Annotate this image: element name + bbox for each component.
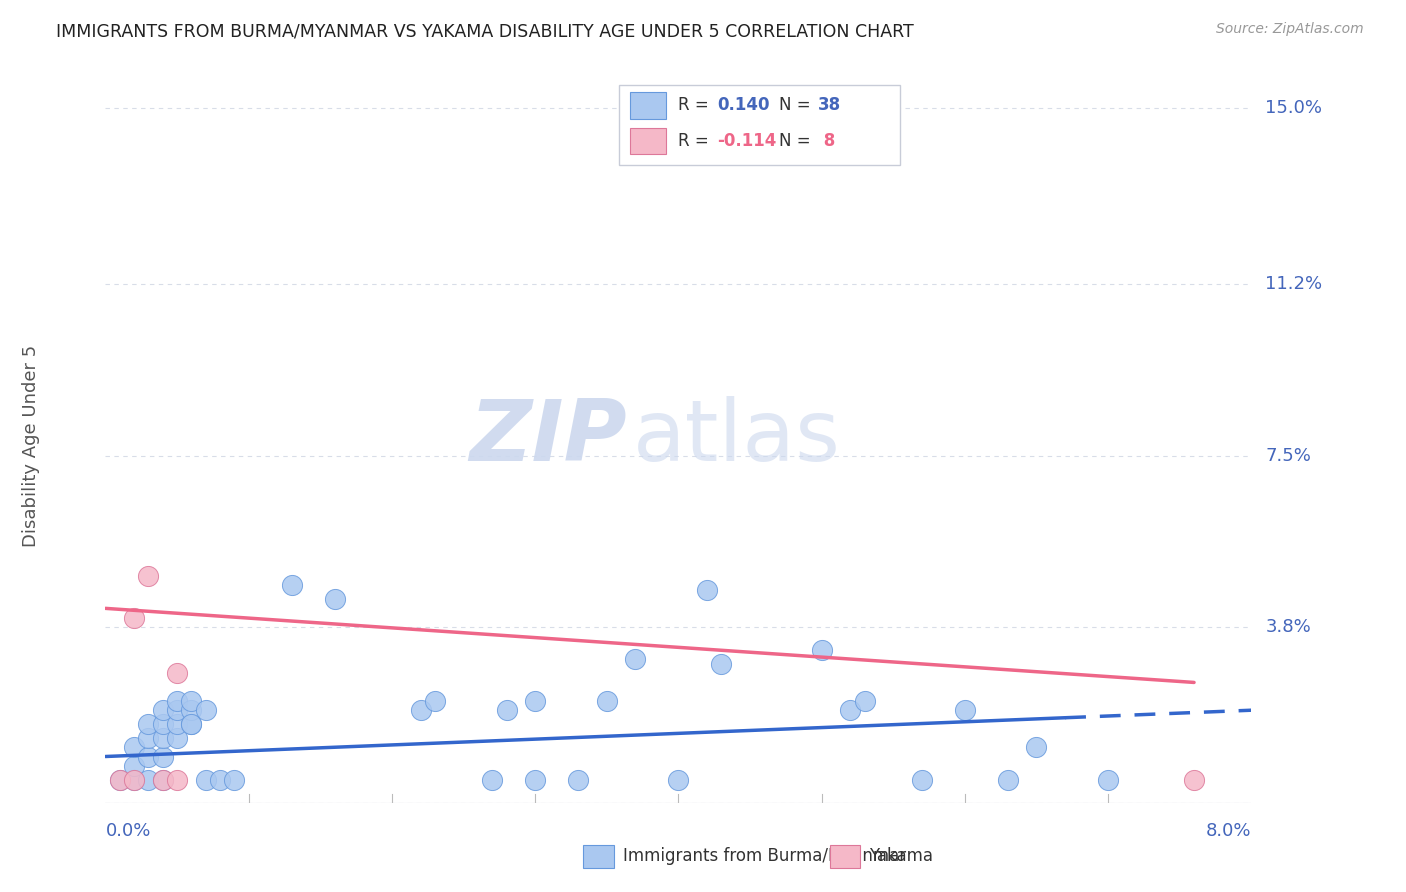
Point xyxy=(138,772,160,787)
Point xyxy=(624,652,647,666)
Point xyxy=(152,772,174,787)
Point xyxy=(409,703,432,717)
Point xyxy=(710,657,733,671)
Point xyxy=(138,569,160,583)
Text: 15.0%: 15.0% xyxy=(1265,99,1323,118)
Point xyxy=(152,749,174,764)
Point xyxy=(122,758,145,772)
Point xyxy=(138,749,160,764)
Text: 0.140: 0.140 xyxy=(717,96,769,114)
Point xyxy=(280,578,302,592)
Point xyxy=(953,703,976,717)
Point xyxy=(666,772,689,787)
Point xyxy=(166,717,188,731)
Point xyxy=(152,772,174,787)
Point xyxy=(839,703,862,717)
Text: R =: R = xyxy=(678,132,714,150)
Text: N =: N = xyxy=(779,132,815,150)
Point xyxy=(997,772,1019,787)
Point xyxy=(122,740,145,755)
Text: -0.114: -0.114 xyxy=(717,132,776,150)
Point xyxy=(122,772,145,787)
Point xyxy=(122,610,145,624)
Point xyxy=(524,694,547,708)
Text: 7.5%: 7.5% xyxy=(1265,447,1312,465)
Text: IMMIGRANTS FROM BURMA/MYANMAR VS YAKAMA DISABILITY AGE UNDER 5 CORRELATION CHART: IMMIGRANTS FROM BURMA/MYANMAR VS YAKAMA … xyxy=(56,22,914,40)
Point xyxy=(567,772,589,787)
Text: Disability Age Under 5: Disability Age Under 5 xyxy=(22,345,39,547)
Text: 11.2%: 11.2% xyxy=(1265,276,1323,293)
Point xyxy=(152,717,174,731)
Point xyxy=(596,694,619,708)
Point xyxy=(1025,740,1047,755)
Point xyxy=(166,772,188,787)
Point xyxy=(1097,772,1119,787)
Text: 0.0%: 0.0% xyxy=(105,822,150,840)
Point xyxy=(108,772,131,787)
Point xyxy=(481,772,503,787)
Point xyxy=(524,772,547,787)
Point xyxy=(166,731,188,745)
Point xyxy=(423,694,446,708)
Point xyxy=(911,772,934,787)
Text: 8: 8 xyxy=(818,132,835,150)
Point xyxy=(180,717,202,731)
Point xyxy=(152,703,174,717)
Text: N =: N = xyxy=(779,96,815,114)
Text: 8.0%: 8.0% xyxy=(1206,822,1251,840)
Text: 3.8%: 3.8% xyxy=(1265,618,1312,636)
Point xyxy=(495,703,517,717)
Point xyxy=(122,772,145,787)
Text: R =: R = xyxy=(678,96,714,114)
Text: ZIP: ZIP xyxy=(470,395,627,479)
Text: Immigrants from Burma/Myanmar: Immigrants from Burma/Myanmar xyxy=(623,847,905,865)
Point xyxy=(696,582,718,597)
Point xyxy=(108,772,131,787)
Text: atlas: atlas xyxy=(633,395,841,479)
Point xyxy=(1182,772,1205,787)
Point xyxy=(180,717,202,731)
Point xyxy=(138,717,160,731)
Point xyxy=(152,731,174,745)
Text: Source: ZipAtlas.com: Source: ZipAtlas.com xyxy=(1216,22,1364,37)
Point xyxy=(180,703,202,717)
Point xyxy=(138,731,160,745)
Point xyxy=(166,666,188,681)
Point xyxy=(180,694,202,708)
Text: 38: 38 xyxy=(818,96,841,114)
Text: Yakama: Yakama xyxy=(869,847,934,865)
Point xyxy=(166,703,188,717)
Point xyxy=(810,643,832,657)
Point xyxy=(166,694,188,708)
Point xyxy=(194,772,217,787)
Point xyxy=(208,772,231,787)
Point xyxy=(194,703,217,717)
Point xyxy=(224,772,246,787)
Point xyxy=(323,592,346,607)
Point xyxy=(853,694,876,708)
